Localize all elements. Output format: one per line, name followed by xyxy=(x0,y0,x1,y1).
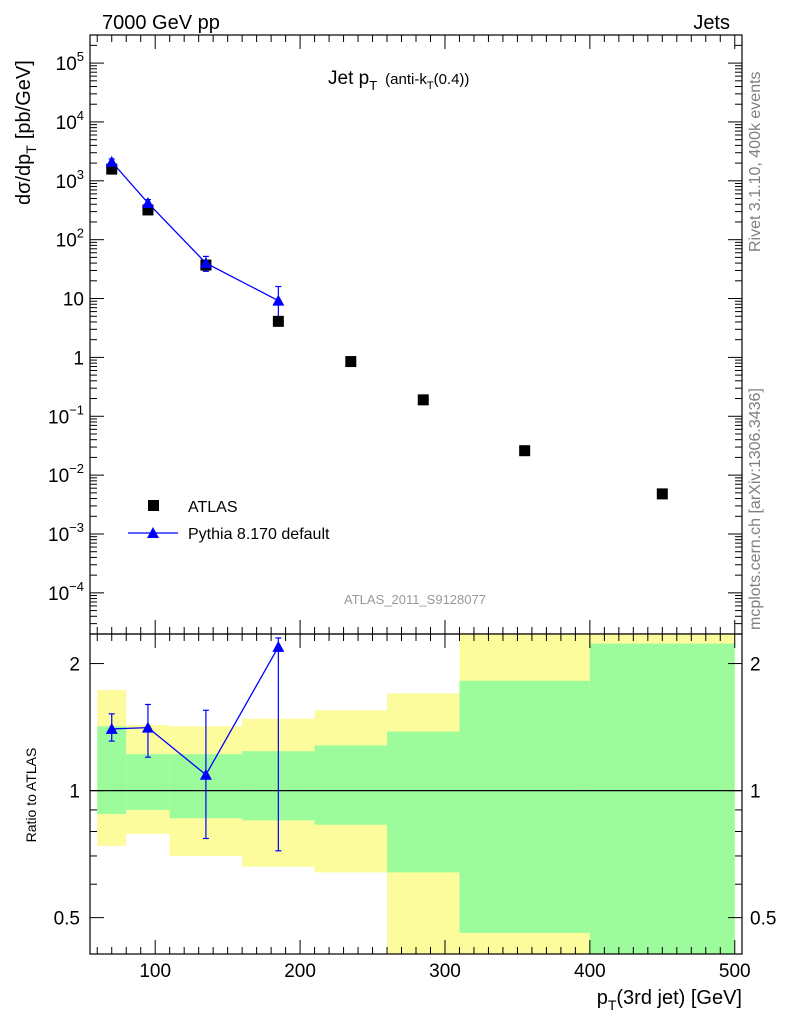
main-y-tick-label: 10 xyxy=(63,290,84,311)
plot-title-paren-sub: T xyxy=(427,80,434,92)
pythia-ratio-point xyxy=(199,768,212,780)
pythia-ratio-point xyxy=(272,640,285,652)
main-y-tick-label: 10−2 xyxy=(48,461,84,487)
ratio-y-tick-label: 1 xyxy=(69,782,80,803)
main-ylabel-main: dσ/dp xyxy=(13,154,35,205)
plot-title-main: Jet p xyxy=(328,68,369,89)
main-y-tick-label: 105 xyxy=(56,49,84,75)
xaxis-label-rest: (3rd jet) [GeV] xyxy=(616,987,742,1009)
main-y-tick-label-exponent: −3 xyxy=(69,520,84,535)
main-plot-frame xyxy=(89,34,743,635)
main-y-tick-label-exponent: 5 xyxy=(77,49,84,64)
header-energy-label: 7000 GeV pp xyxy=(102,12,220,34)
ratio-band-inner-5 xyxy=(387,731,460,873)
analysis-id-label: ATLAS_2011_S9128077 xyxy=(344,592,486,607)
pythia-main-line xyxy=(111,161,279,302)
x-tick-label: 100 xyxy=(139,961,171,982)
main-y-tick-label-mantissa: 10 xyxy=(56,54,77,75)
pythia-main-point xyxy=(105,155,118,167)
ratio-y-tick-label-right: 1 xyxy=(750,782,761,803)
ratio-band-inner-7 xyxy=(589,643,735,954)
plot-title-sub: T xyxy=(369,78,377,93)
main-y-tick-label-mantissa: 10 xyxy=(56,113,77,134)
main-y-tick-label: 10−1 xyxy=(48,402,84,428)
main-ylabel-unit: [pb/GeV] xyxy=(13,60,35,139)
pythia-ratio-line xyxy=(111,646,279,776)
ratio-y-tick-label-right: 2 xyxy=(750,655,761,676)
main-y-tick-label-mantissa: 1 xyxy=(73,348,84,369)
pythia-main-point xyxy=(272,294,285,306)
xaxis-label-main: p xyxy=(597,987,608,1009)
pythia-ratio-point xyxy=(105,722,118,734)
header-category-label: Jets xyxy=(693,12,730,34)
main-y-tick-label-mantissa: 10 xyxy=(48,525,69,546)
legend-pythia-label: Pythia 8.170 default xyxy=(188,526,330,543)
main-y-tick-label: 1 xyxy=(73,348,84,369)
main-y-tick-label: 103 xyxy=(56,167,84,193)
main-y-tick-label-exponent: −4 xyxy=(69,579,84,594)
main-y-tick-label-mantissa: 10 xyxy=(48,584,69,605)
atlas-data-point xyxy=(106,163,118,175)
main-y-tick-label-mantissa: 10 xyxy=(56,172,77,193)
ratio-y-tick-label: 2 xyxy=(69,655,80,676)
atlas-data-point xyxy=(272,315,284,327)
legend-atlas-marker xyxy=(148,500,159,511)
atlas-data-point xyxy=(417,394,429,406)
atlas-data-point xyxy=(142,204,154,216)
ratio-band-inner-4 xyxy=(314,745,388,825)
pythia-main-point xyxy=(199,257,212,269)
xaxis-label-sub: T xyxy=(608,997,617,1013)
ratio-y-tick-label: 0.5 xyxy=(54,909,80,930)
main-y-tick-label-exponent: 4 xyxy=(77,108,84,123)
atlas-data-point xyxy=(656,488,668,500)
main-y-tick-label: 104 xyxy=(56,108,84,134)
ratio-band-inner-6 xyxy=(459,680,590,933)
x-tick-label: 500 xyxy=(719,961,751,982)
rivet-label: Rivet 3.1.10, 400k events xyxy=(747,71,764,252)
x-tick-label: 300 xyxy=(429,961,461,982)
main-y-tick-label-exponent: 3 xyxy=(77,167,84,182)
ratio-y-tick-label-right: 0.5 xyxy=(750,909,776,930)
main-y-tick-label-exponent: −2 xyxy=(69,461,84,476)
mcplots-label: mcplots.cern.ch [arXiv:1306.3436] xyxy=(747,388,764,630)
main-y-tick-label: 10−3 xyxy=(48,520,84,546)
legend-pythia-marker xyxy=(147,527,159,538)
plot-title-paren-end: (0.4)) xyxy=(434,71,470,88)
main-y-tick-label-mantissa: 10 xyxy=(48,407,69,428)
pythia-main-point xyxy=(141,196,154,208)
x-tick-label: 200 xyxy=(284,961,316,982)
main-y-tick-label-exponent: 2 xyxy=(77,226,84,241)
main-y-tick-label: 102 xyxy=(56,226,84,252)
plot-title: Jet pT (anti-kT(0.4)) xyxy=(328,68,469,93)
main-y-tick-label-mantissa: 10 xyxy=(56,231,77,252)
main-y-tick-label-mantissa: 10 xyxy=(48,466,69,487)
main-y-tick-label-mantissa: 10 xyxy=(63,290,84,311)
legend-atlas-label: ATLAS xyxy=(188,499,238,516)
main-ylabel: dσ/dpT [pb/GeV] xyxy=(13,60,39,205)
main-ylabel-sub: T xyxy=(23,145,39,154)
pythia-ratio-point xyxy=(141,721,154,733)
ratio-ylabel: Ratio to ATLAS xyxy=(23,748,39,843)
legend: ATLAS Pythia 8.170 default xyxy=(128,499,330,543)
x-tick-label: 400 xyxy=(574,961,606,982)
atlas-data-point xyxy=(345,356,357,368)
main-y-tick-label: 10−4 xyxy=(48,579,84,605)
main-y-tick-label-exponent: −1 xyxy=(69,402,84,417)
ratio-band-inner-1 xyxy=(126,754,170,810)
plot-title-paren: (anti-k xyxy=(385,71,427,88)
xaxis-label: pT(3rd jet) [GeV] xyxy=(597,987,742,1013)
atlas-data-point xyxy=(519,445,531,457)
